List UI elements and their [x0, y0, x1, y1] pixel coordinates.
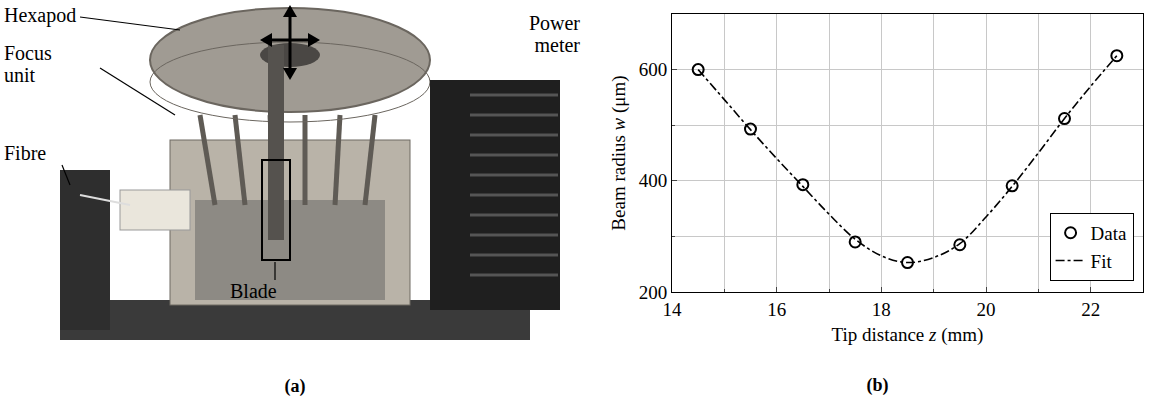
- svg-text:Fibre: Fibre: [4, 142, 46, 164]
- svg-text:14: 14: [663, 299, 683, 320]
- svg-text:Hexapod: Hexapod: [4, 4, 76, 27]
- svg-text:Tip distance z (mm): Tip distance z (mm): [832, 324, 984, 346]
- svg-text:22: 22: [1081, 299, 1100, 320]
- svg-text:Focusunit: Focusunit: [4, 42, 52, 86]
- svg-text:16: 16: [767, 299, 786, 320]
- svg-text:Data: Data: [1091, 223, 1127, 244]
- svg-text:200: 200: [639, 282, 668, 303]
- svg-text:Beam radius w (μm): Beam radius w (μm): [608, 75, 630, 230]
- svg-text:600: 600: [639, 59, 668, 80]
- svg-text:18: 18: [872, 299, 891, 320]
- svg-text:20: 20: [977, 299, 996, 320]
- svg-text:Blade: Blade: [230, 280, 277, 302]
- svg-text:(a): (a): [285, 376, 306, 397]
- html-text:(b): (b): [866, 375, 889, 395]
- svg-text:400: 400: [639, 170, 668, 191]
- svg-text:Fit: Fit: [1091, 251, 1113, 272]
- svg-text:Powermeter: Powermeter: [529, 12, 580, 56]
